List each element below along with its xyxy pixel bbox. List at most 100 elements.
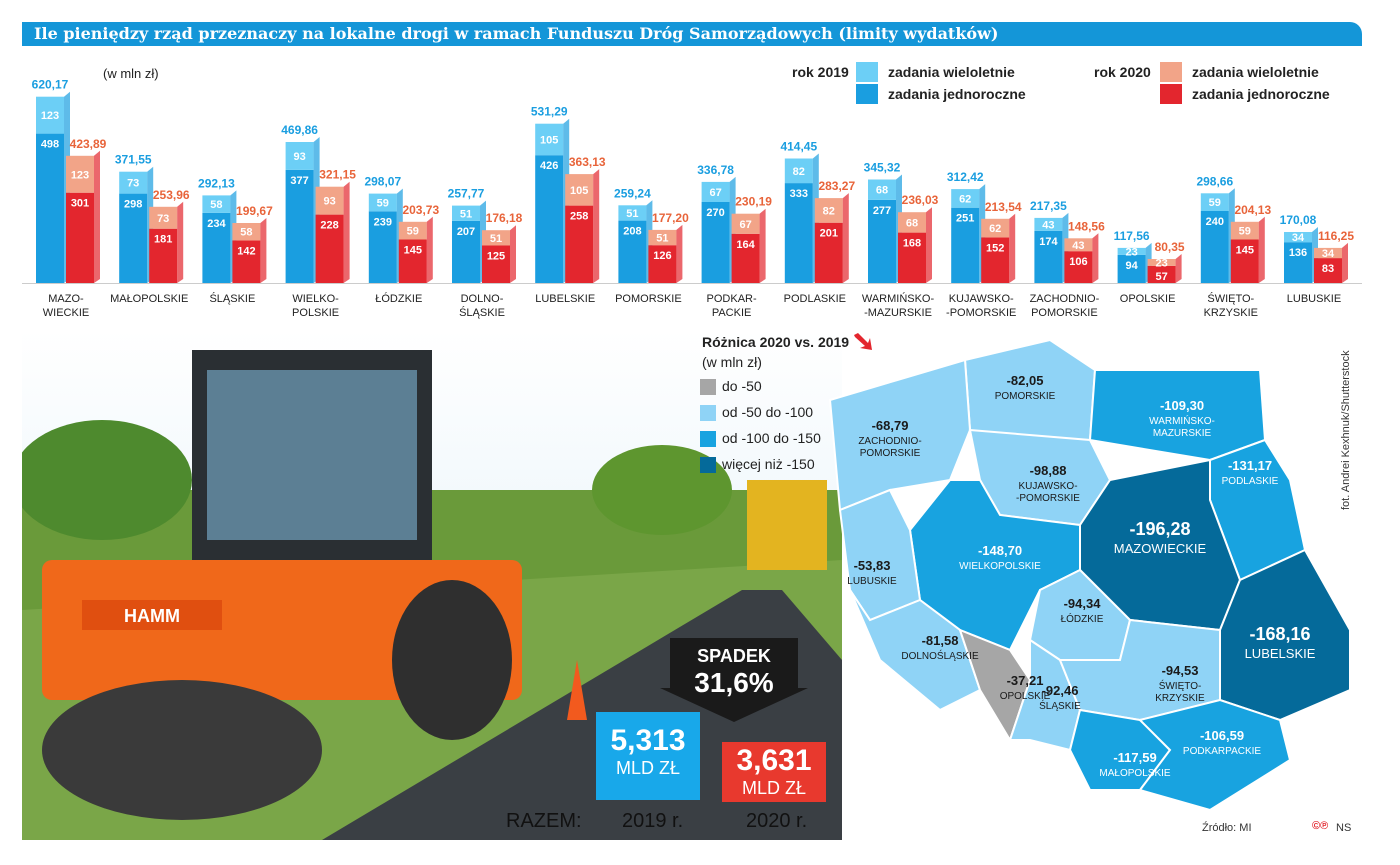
poland-map: -82,05 POMORSKIE -109,30WARMIŃSKO-MAZURSKI… xyxy=(828,338,1351,812)
bar-2020-0-jednoroczne xyxy=(66,192,94,283)
total-2019-unit: MLD ZŁ xyxy=(615,758,680,778)
region-name: KUJAWSKO- xyxy=(1018,481,1077,492)
bar-2019-0-wieloletnie xyxy=(36,96,64,134)
value-2019-jednoroczne: 239 xyxy=(374,216,392,228)
value-2020-jednoroczne: 83 xyxy=(1322,263,1334,275)
bar-2019-3-jednoroczne xyxy=(285,169,314,283)
legend-2020-single: zadania jednoroczne xyxy=(1192,86,1330,102)
bar-2020-8-wieloletnie xyxy=(731,213,760,234)
total-2019-label: 620,17 xyxy=(32,78,69,92)
drop-value: 31,6% xyxy=(694,667,773,698)
bar-2020-7-wieloletnie xyxy=(648,229,677,246)
unit-label: (w mln zł) xyxy=(103,66,159,81)
value-2019-wieloletnie: 51 xyxy=(460,208,472,220)
category-label: ŚLĄSKIE xyxy=(459,306,505,319)
roller-brand: HAMM xyxy=(124,606,180,626)
total-2020-label: 363,13 xyxy=(569,155,606,169)
value-2020-wieloletnie: 59 xyxy=(1239,226,1251,238)
value-2020-wieloletnie: 93 xyxy=(323,196,335,208)
value-2019-wieloletnie: 51 xyxy=(626,208,638,220)
diff-legend-item: od -100 do -150 xyxy=(700,430,821,448)
legend-swatch-2019-multi xyxy=(856,62,878,82)
category-label: PODLASKIE xyxy=(784,293,846,305)
value-2019-jednoroczne: 94 xyxy=(1125,260,1138,272)
region-value: -92,46 xyxy=(1042,683,1079,698)
region-name: DOLNOŚLĄSKIE xyxy=(901,649,979,662)
region-value: -109,30 xyxy=(1160,398,1204,413)
roller-icon: HAMM xyxy=(42,350,522,820)
year-2019-label: 2019 r. xyxy=(622,810,684,832)
category-label: LUBELSKIE xyxy=(535,293,595,305)
region-value: -196,28 xyxy=(1129,519,1190,539)
region-value: -68,79 xyxy=(872,418,909,433)
bar-2020-14-wieloletnie xyxy=(1230,221,1259,240)
bar-2019-0-jednoroczne xyxy=(36,133,64,283)
region-name: WARMIŃSKO- xyxy=(1149,414,1215,427)
category-label: ZACHODNIO- xyxy=(1030,293,1100,305)
total-2019-label: 345,32 xyxy=(864,161,901,175)
total-2019-label: 371,55 xyxy=(115,153,152,167)
legend-year-2019: rok 2019 xyxy=(792,64,849,80)
bar-2020-6-wieloletnie xyxy=(565,174,594,206)
value-2020-jednoroczne: 145 xyxy=(1236,245,1254,257)
bar-2020-12-jednoroczne xyxy=(1064,251,1093,283)
value-2020-wieloletnie: 51 xyxy=(656,233,668,245)
total-2020-box: 3,631 MLD ZŁ xyxy=(722,742,826,802)
value-2019-wieloletnie: 68 xyxy=(876,185,888,197)
value-2020-wieloletnie: 123 xyxy=(71,169,89,181)
value-2019-jednoroczne: 426 xyxy=(540,160,558,172)
value-2019-wieloletnie: 59 xyxy=(377,197,389,209)
category-label: WIECKIE xyxy=(43,307,89,319)
bar-2020-7-jednoroczne xyxy=(648,245,677,283)
total-2019-label: 259,24 xyxy=(614,186,651,200)
total-2019-label: 298,07 xyxy=(364,175,401,189)
value-2020-wieloletnie: 34 xyxy=(1322,248,1335,260)
value-2020-wieloletnie: 58 xyxy=(240,227,252,239)
category-label: POLSKIE xyxy=(292,307,339,319)
category-label: POMORSKIE xyxy=(1031,307,1098,319)
drop-arrow: SPADEK 31,6% xyxy=(660,638,808,722)
value-2020-jednoroczne: 181 xyxy=(154,234,172,246)
region-name: POMORSKIE xyxy=(995,391,1056,402)
total-2020-label: 80,35 xyxy=(1155,240,1185,254)
category-label: MAZO- xyxy=(48,293,84,305)
bar-2020-10-wieloletnie xyxy=(898,212,926,233)
region-name: ŁÓDZKIE xyxy=(1061,612,1104,625)
total-2020-label: 204,13 xyxy=(1234,203,1271,217)
value-2019-jednoroczne: 207 xyxy=(457,226,475,238)
bar-2020-2-jednoroczne xyxy=(232,240,261,283)
total-2020-value: 3,631 xyxy=(736,744,812,777)
category-label: PACKIE xyxy=(712,307,752,319)
bar-2020-8-jednoroczne xyxy=(731,233,760,283)
category-label: WIELKO- xyxy=(292,293,339,305)
bar-2020-5-side xyxy=(510,225,516,283)
diff-legend-label: do -50 xyxy=(722,378,762,394)
total-2019-box: 5,313 MLD ZŁ xyxy=(596,712,700,800)
category-label: KRZYSKIE xyxy=(1204,307,1258,319)
region-value: -94,34 xyxy=(1064,596,1102,611)
bar-2019-2-jednoroczne xyxy=(202,212,231,283)
region-name: OPOLSKIE xyxy=(1000,691,1051,702)
value-2020-jednoroczne: 145 xyxy=(404,245,422,257)
category-label: -MAZURSKIE xyxy=(864,307,932,319)
region-name: ŚLĄSKIE xyxy=(1039,699,1081,712)
bar-2020-0-wieloletnie xyxy=(66,155,94,193)
value-2019-wieloletnie: 123 xyxy=(41,110,59,122)
bar-2020-4-side xyxy=(426,216,433,283)
total-2019-label: 531,29 xyxy=(531,105,568,119)
value-2019-jednoroczne: 298 xyxy=(124,199,142,211)
bar-2020-10-jednoroczne xyxy=(898,232,926,283)
category-label: KUJAWSKO- xyxy=(949,293,1014,305)
total-2020-label: 253,96 xyxy=(153,188,190,202)
category-label: ŚWIĘTO- xyxy=(1207,292,1254,305)
region-value: -106,59 xyxy=(1200,728,1244,743)
diff-legend-swatch xyxy=(700,431,716,448)
region-warminsko-mazurskie xyxy=(1088,369,1267,462)
region-value: -37,21 xyxy=(1007,673,1044,688)
bar-2020-10-side xyxy=(926,207,932,283)
value-2020-jednoroczne: 228 xyxy=(320,220,338,232)
bar-2020-9-jednoroczne xyxy=(814,222,843,283)
value-2020-jednoroczne: 106 xyxy=(1069,256,1087,268)
bar-2019-6-jednoroczne xyxy=(535,155,564,283)
bar-2019-2-wieloletnie xyxy=(202,195,231,213)
